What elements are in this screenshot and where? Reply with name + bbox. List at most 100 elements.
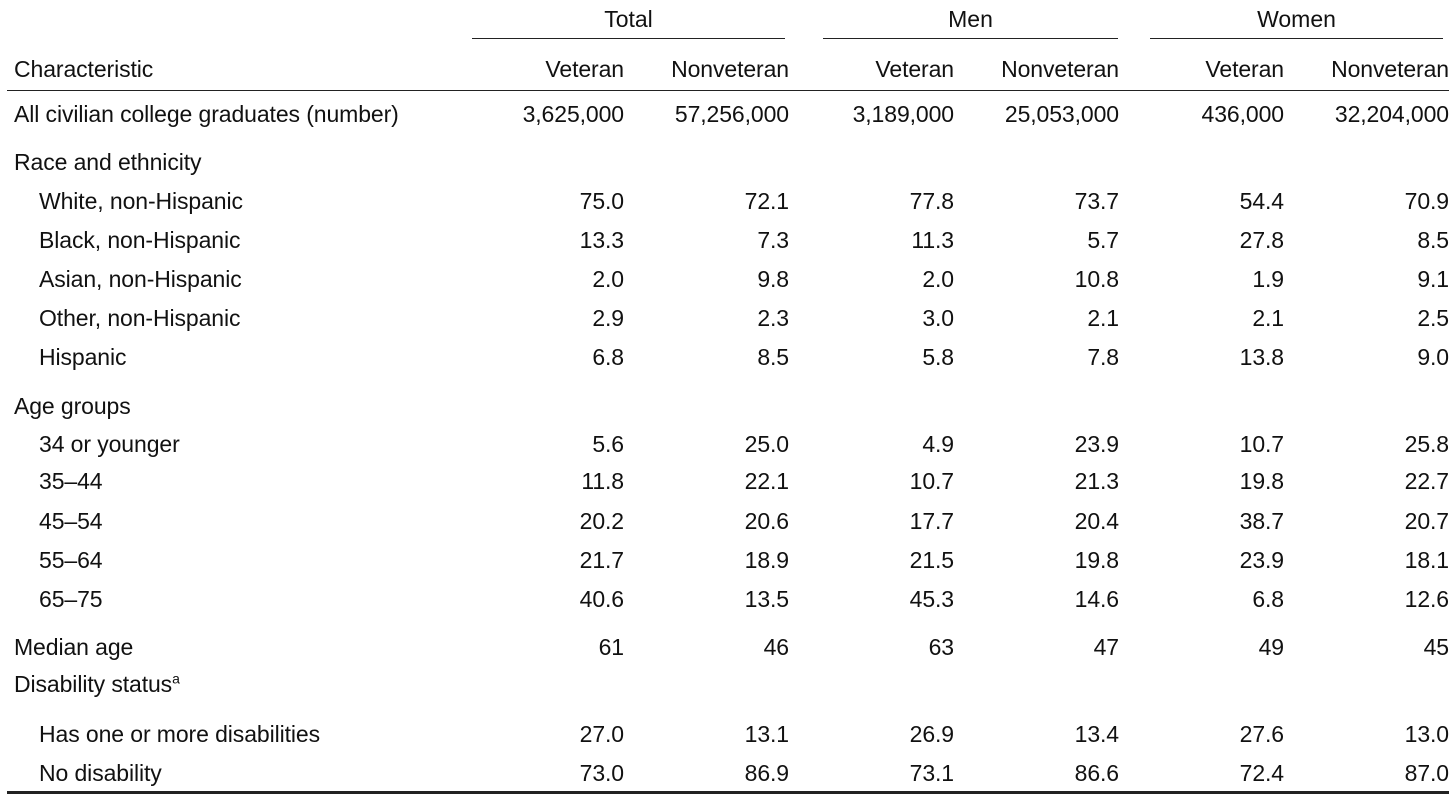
table-cell: 38.7: [1239, 508, 1284, 534]
table-cell: 11.8: [581, 468, 624, 494]
row-label-text: Disability status: [14, 671, 173, 697]
section-label: Race and ethnicity: [14, 148, 202, 176]
row-label-text: 45–54: [39, 508, 103, 534]
table-cell: 7.3: [757, 227, 789, 253]
group-rule-women: [1150, 38, 1443, 39]
table-cell: 45.3: [909, 586, 954, 612]
table-cell: 19.8: [1239, 468, 1284, 494]
row-label: 65–75: [39, 585, 103, 613]
row-label: 34 or younger: [39, 430, 180, 458]
row-label-text: All civilian college graduates (number): [14, 101, 399, 127]
group-header-total: Total: [604, 6, 653, 32]
table-cell: 23.9: [1074, 431, 1119, 457]
column-header: Veteran: [875, 56, 954, 82]
table-cell: 20.4: [1074, 508, 1119, 534]
table-cell: 9.1: [1417, 266, 1449, 292]
row-label: Has one or more disabilities: [39, 720, 320, 748]
table-cell: 1.9: [1252, 266, 1284, 292]
group-rule-total: [472, 38, 785, 39]
table-cell: 2.1: [1087, 305, 1119, 331]
table-cell: 27.0: [579, 721, 624, 747]
table-cell: 73.0: [579, 760, 624, 786]
table-cell: 13.3: [579, 227, 624, 253]
row-label: 45–54: [39, 507, 103, 535]
table-cell: 73.1: [909, 760, 954, 786]
group-header-men: Men: [948, 6, 993, 32]
table-cell: 40.6: [579, 586, 624, 612]
table-cell: 54.4: [1239, 188, 1284, 214]
table-cell: 2.9: [592, 305, 624, 331]
table-cell: 2.5: [1417, 305, 1449, 331]
row-label-text: White, non-Hispanic: [39, 188, 243, 214]
table-cell: 32,204,000: [1334, 101, 1449, 127]
row-label-text: 35–44: [39, 468, 103, 494]
column-header: Veteran: [1205, 56, 1284, 82]
column-header: Veteran: [545, 56, 624, 82]
table-cell: 63: [928, 634, 954, 660]
table-cell: 3,625,000: [522, 101, 625, 127]
row-label: 55–64: [39, 546, 103, 574]
table-cell: 11.3: [911, 227, 954, 253]
table-cell: 10.8: [1074, 266, 1119, 292]
table-cell: 3.0: [922, 305, 954, 331]
table-cell: 19.8: [1074, 547, 1119, 573]
row-label: Other, non-Hispanic: [39, 304, 240, 332]
table-cell: 73.7: [1074, 188, 1119, 214]
table-cell: 49: [1258, 634, 1284, 660]
table-cell: 87.0: [1404, 760, 1449, 786]
table-cell: 13.0: [1404, 721, 1449, 747]
table-cell: 8.5: [757, 344, 789, 370]
table-cell: 2.3: [757, 305, 789, 331]
column-header-characteristic: Characteristic: [14, 56, 154, 82]
table-bottom-rule: [7, 791, 1449, 794]
table-cell: 6.8: [1252, 586, 1284, 612]
table-cell: 25.8: [1404, 431, 1449, 457]
row-label: Asian, non-Hispanic: [39, 265, 242, 293]
row-label: All civilian college graduates (number): [14, 100, 399, 128]
table-cell: 25.0: [744, 431, 789, 457]
table-cell: 47: [1093, 634, 1119, 660]
table-cell: 57,256,000: [674, 101, 789, 127]
table-cell: 22.1: [744, 468, 789, 494]
row-label-text: Hispanic: [39, 344, 127, 370]
table-cell: 12.6: [1404, 586, 1449, 612]
table-cell: 72.4: [1239, 760, 1284, 786]
table-cell: 45: [1423, 634, 1449, 660]
table-cell: 5.8: [922, 344, 954, 370]
table-cell: 75.0: [579, 188, 624, 214]
row-label-text: Age groups: [14, 393, 131, 419]
table-cell: 2.1: [1252, 305, 1284, 331]
table-cell: 13.4: [1074, 721, 1119, 747]
table-cell: 2.0: [592, 266, 624, 292]
table-cell: 5.7: [1087, 227, 1119, 253]
table-cell: 77.8: [909, 188, 954, 214]
row-label-text: No disability: [39, 760, 162, 786]
table-cell: 21.5: [909, 547, 954, 573]
table-cell: 436,000: [1201, 101, 1285, 127]
row-label: Median age: [14, 633, 133, 661]
column-header: Nonveteran: [1331, 56, 1449, 82]
table-cell: 3,189,000: [852, 101, 955, 127]
row-label-text: 65–75: [39, 586, 103, 612]
table-cell: 13.1: [744, 721, 789, 747]
table-cell: 10.7: [1239, 431, 1284, 457]
table-cell: 23.9: [1239, 547, 1284, 573]
table-cell: 13.8: [1239, 344, 1284, 370]
table-cell: 70.9: [1404, 188, 1449, 214]
table-cell: 10.7: [909, 468, 954, 494]
table-cell: 21.3: [1074, 468, 1119, 494]
row-label-text: 55–64: [39, 547, 103, 573]
table-cell: 86.9: [744, 760, 789, 786]
row-label-text: Median age: [14, 634, 134, 660]
table-cell: 27.6: [1239, 721, 1284, 747]
table-cell: 86.6: [1074, 760, 1119, 786]
footnote-marker: a: [172, 670, 180, 687]
table-cell: 7.8: [1087, 344, 1119, 370]
group-header-women: Women: [1257, 6, 1336, 32]
table-cell: 20.6: [744, 508, 789, 534]
table-cell: 18.9: [744, 547, 789, 573]
column-header: Nonveteran: [671, 56, 789, 82]
table-cell: 6.8: [592, 344, 624, 370]
table-cell: 4.9: [922, 431, 954, 457]
